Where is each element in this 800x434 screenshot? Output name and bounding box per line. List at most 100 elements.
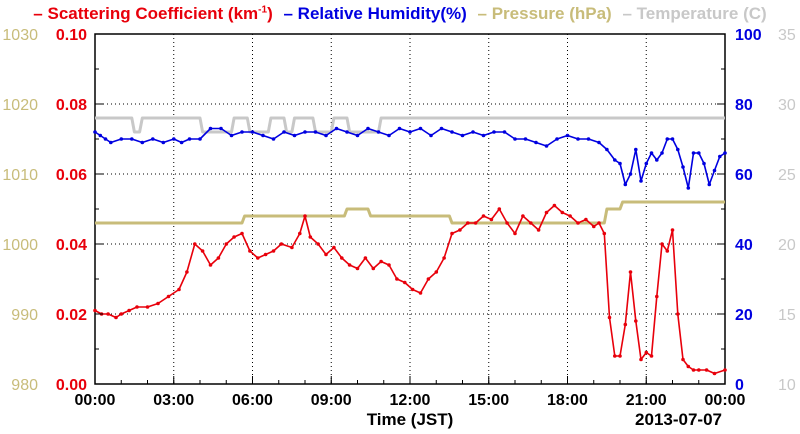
y-tick-label-scattering: 0.08 bbox=[56, 97, 87, 114]
y-tick-label-humidity: 100 bbox=[735, 27, 762, 44]
data-point-humidity bbox=[187, 137, 192, 141]
data-point-scattering bbox=[686, 364, 691, 369]
data-point-scattering bbox=[255, 256, 260, 260]
data-point-humidity bbox=[103, 137, 108, 141]
data-point-scattering bbox=[418, 291, 423, 295]
y-tick-label-pressure: 1000 bbox=[2, 237, 38, 254]
data-point-scattering bbox=[347, 263, 352, 267]
legend-humidity-label: Relative Humidity(%) bbox=[297, 4, 467, 23]
data-point-humidity bbox=[418, 126, 423, 131]
data-point-humidity bbox=[271, 137, 276, 141]
data-point-scattering bbox=[410, 287, 415, 292]
data-point-humidity bbox=[130, 137, 134, 141]
y-tick-label-humidity: 20 bbox=[735, 307, 753, 324]
data-point-humidity bbox=[109, 140, 113, 145]
data-point-scattering bbox=[271, 249, 276, 253]
data-point-humidity bbox=[98, 133, 103, 138]
data-point-humidity bbox=[387, 133, 391, 138]
y-tick-label-humidity: 80 bbox=[735, 97, 753, 114]
data-point-scattering bbox=[649, 354, 654, 358]
y-tick-label-temperature: 30 bbox=[778, 97, 796, 114]
x-tick-label: 18:00 bbox=[547, 392, 588, 409]
data-point-humidity bbox=[691, 151, 696, 155]
data-point-humidity bbox=[660, 151, 664, 155]
data-point-humidity bbox=[576, 137, 580, 141]
series-line-temperature bbox=[95, 116, 725, 134]
data-point-humidity bbox=[605, 147, 609, 152]
data-point-scattering bbox=[481, 214, 486, 218]
data-point-humidity bbox=[544, 144, 549, 148]
data-point-humidity bbox=[712, 168, 717, 173]
data-point-humidity bbox=[565, 133, 570, 138]
data-point-scattering bbox=[660, 242, 664, 246]
data-point-humidity bbox=[172, 137, 176, 141]
data-point-scattering bbox=[497, 207, 502, 211]
data-point-humidity bbox=[597, 140, 601, 145]
data-point-scattering bbox=[521, 214, 525, 218]
data-point-humidity bbox=[697, 151, 701, 155]
data-point-humidity bbox=[261, 133, 265, 138]
data-point-humidity bbox=[481, 133, 486, 138]
legend-temperature-label: Temperature ( bbox=[636, 4, 749, 23]
legend-pressure: – Pressure (hPa) bbox=[478, 4, 617, 23]
data-point-scattering bbox=[379, 259, 383, 264]
grid-lines bbox=[95, 34, 725, 384]
y-tick-label-scattering: 0.06 bbox=[56, 167, 87, 184]
y-tick-label-pressure: 990 bbox=[11, 307, 38, 324]
data-point-scattering bbox=[691, 368, 696, 372]
data-point-humidity bbox=[707, 182, 712, 187]
data-point-humidity bbox=[292, 133, 297, 138]
data-point-scattering bbox=[240, 231, 244, 236]
data-point-scattering bbox=[628, 270, 633, 274]
data-point-humidity bbox=[140, 140, 145, 145]
data-point-scattering bbox=[681, 357, 685, 362]
data-point-humidity bbox=[460, 133, 465, 138]
data-point-scattering bbox=[602, 231, 607, 236]
data-point-humidity bbox=[644, 161, 649, 166]
data-point-humidity bbox=[618, 161, 622, 166]
data-point-scattering bbox=[355, 266, 360, 271]
data-point-scattering bbox=[403, 280, 407, 285]
data-point-scattering bbox=[644, 350, 649, 355]
data-point-humidity bbox=[250, 130, 255, 134]
data-point-humidity bbox=[623, 182, 628, 187]
y-tick-label-pressure: 1030 bbox=[2, 27, 38, 44]
legend-humidity-marker: – bbox=[283, 4, 293, 23]
data-point-humidity bbox=[681, 165, 685, 169]
data-point-humidity bbox=[586, 137, 591, 141]
data-point-scattering bbox=[697, 368, 701, 372]
data-point-scattering bbox=[135, 305, 139, 309]
data-point-scattering bbox=[279, 242, 284, 246]
data-point-scattering bbox=[513, 231, 517, 236]
data-point-scattering bbox=[145, 305, 150, 309]
data-point-scattering bbox=[560, 210, 565, 215]
data-point-humidity bbox=[355, 133, 360, 138]
data-point-scattering bbox=[613, 354, 617, 358]
data-point-scattering bbox=[704, 368, 709, 372]
legend-humidity: – Relative Humidity(%) bbox=[283, 4, 471, 23]
chart-legend: – Scattering Coefficient (km-1) – Relati… bbox=[0, 4, 800, 28]
data-point-scattering bbox=[597, 221, 601, 225]
data-point-scattering bbox=[298, 231, 302, 236]
data-point-scattering bbox=[426, 277, 431, 281]
legend-scattering-sup: -1 bbox=[258, 4, 268, 16]
data-point-scattering bbox=[263, 252, 268, 257]
data-point-scattering bbox=[434, 270, 439, 274]
data-point-humidity bbox=[219, 126, 223, 131]
data-point-scattering bbox=[200, 249, 205, 253]
data-point-humidity bbox=[151, 137, 155, 141]
x-tick-label: 00:00 bbox=[705, 392, 746, 409]
data-point-scattering bbox=[466, 221, 470, 225]
y-tick-label-humidity: 0 bbox=[735, 377, 744, 394]
y-tick-label-scattering: 0.04 bbox=[56, 237, 87, 254]
data-point-humidity bbox=[702, 161, 706, 166]
legend-scattering-close: ) bbox=[267, 4, 273, 23]
data-point-humidity bbox=[534, 140, 538, 145]
data-point-scattering bbox=[363, 256, 368, 260]
data-point-scattering bbox=[634, 319, 638, 323]
data-point-humidity bbox=[429, 133, 433, 138]
data-point-humidity bbox=[665, 137, 670, 141]
data-point-humidity bbox=[439, 126, 444, 131]
legend-pressure-label: Pressure (hPa) bbox=[491, 4, 612, 23]
data-point-humidity bbox=[93, 130, 97, 134]
